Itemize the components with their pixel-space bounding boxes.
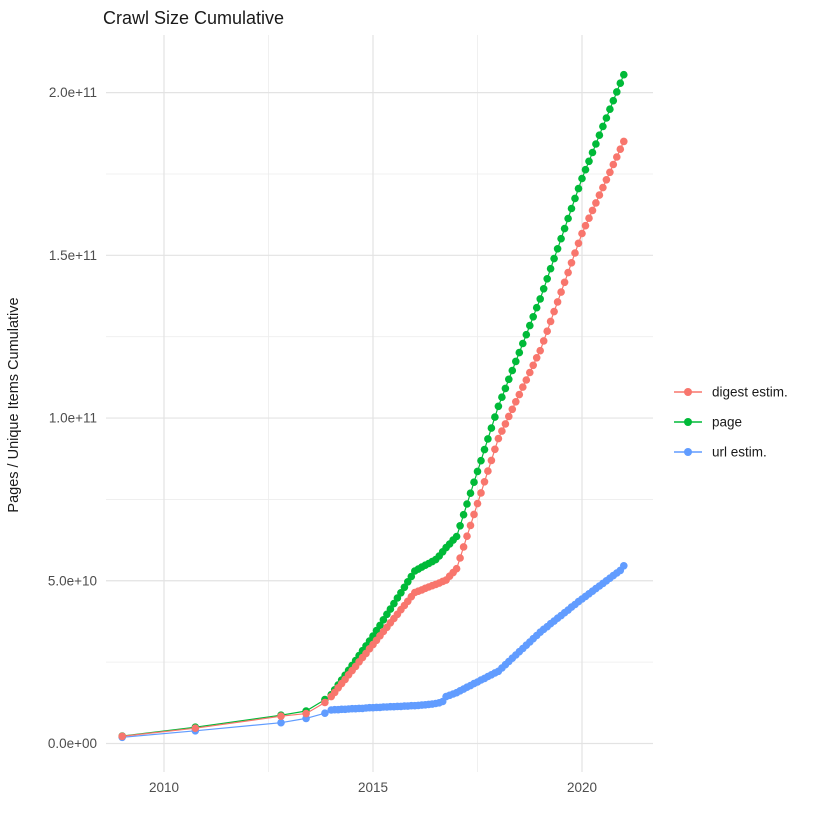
plot-area <box>118 70 628 742</box>
x-axis-tick-labels: 2010 2015 2020 <box>149 780 597 795</box>
y-tick-label: 5.0e+10 <box>48 573 97 588</box>
x-tick-label: 2010 <box>149 780 179 795</box>
legend-item-digest-estim: digest estim. <box>674 385 788 400</box>
legend-item-page: page <box>674 415 742 430</box>
legend-key-point <box>684 418 692 426</box>
legend-label: digest estim. <box>712 385 788 400</box>
legend-item-url-estim: url estim. <box>674 445 767 460</box>
gridlines <box>106 35 653 772</box>
y-axis-tick-labels: 0.0e+00 5.0e+10 1.0e+11 1.5e+11 2.0e+11 <box>48 85 97 751</box>
legend: digest estim. page url estim. <box>674 385 788 460</box>
page-title: Crawl Size Cumulative <box>103 8 284 28</box>
legend-label: url estim. <box>712 445 767 460</box>
series-digest-estim <box>118 137 628 741</box>
legend-key-point <box>684 388 692 396</box>
y-tick-label: 0.0e+00 <box>48 736 97 751</box>
y-tick-label: 1.5e+11 <box>49 248 97 263</box>
y-tick-label: 1.0e+11 <box>49 411 97 426</box>
legend-key-point <box>684 448 692 456</box>
y-tick-label: 2.0e+11 <box>49 85 97 100</box>
x-tick-label: 2015 <box>358 780 388 795</box>
series-url-estim <box>118 562 628 742</box>
legend-label: page <box>712 415 742 430</box>
y-axis-label: Pages / Unique Items Cumulative <box>6 297 22 512</box>
x-tick-label: 2020 <box>567 780 597 795</box>
